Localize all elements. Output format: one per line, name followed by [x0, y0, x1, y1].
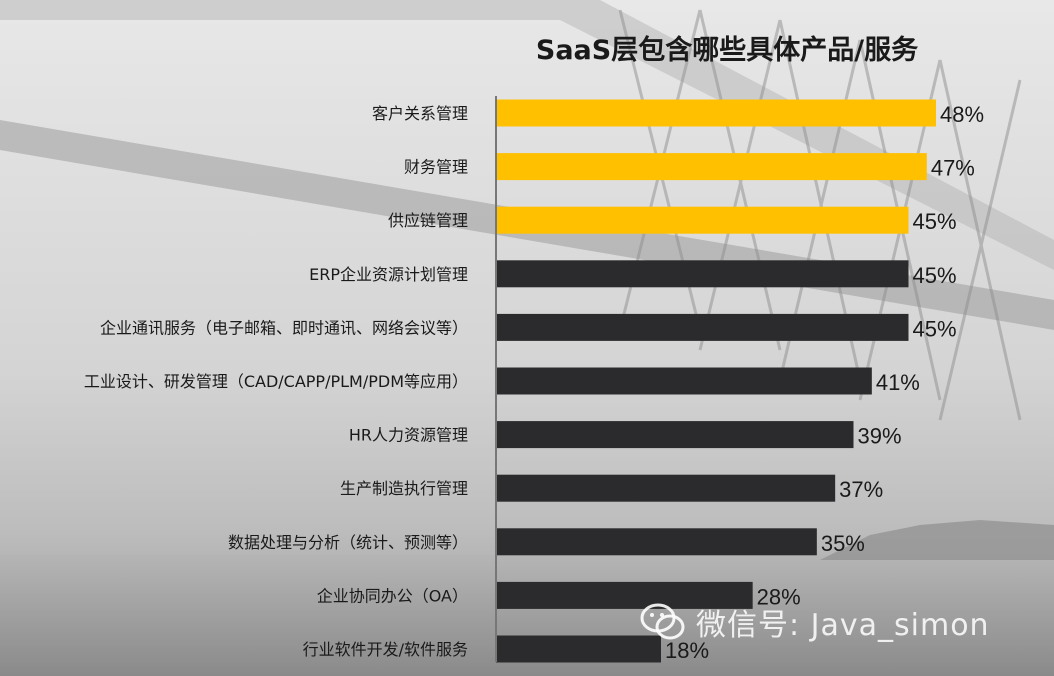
bar-1 [496, 153, 927, 181]
bar-6 [496, 421, 854, 449]
value-label-5: 41% [876, 370, 920, 395]
value-label-7: 37% [839, 477, 883, 502]
value-label-1: 47% [931, 156, 975, 181]
category-label-1: 财务管理 [404, 158, 468, 177]
category-label-5: 工业设计、研发管理（CAD/CAPP/PLM/PDM等应用） [84, 372, 468, 391]
category-label-6: HR人力资源管理 [349, 426, 468, 445]
value-label-10: 18% [665, 638, 709, 663]
bar-4 [496, 313, 909, 341]
category-label-10: 行业软件开发/软件服务 [303, 640, 468, 659]
watermark-text: 微信号: Java_simon [696, 608, 990, 643]
watermark: 微信号: Java_simon [640, 600, 990, 644]
category-label-4: 企业通讯服务（电子邮箱、即时通讯、网络会议等） [100, 318, 468, 337]
bar-7 [496, 474, 836, 502]
value-label-9: 28% [757, 584, 801, 609]
bar-3 [496, 260, 909, 288]
bar-10 [496, 635, 661, 663]
category-label-7: 生产制造执行管理 [340, 479, 468, 498]
value-label-2: 45% [913, 209, 957, 234]
wechat-icon [640, 603, 685, 640]
category-label-9: 企业协同办公（OA） [317, 586, 468, 605]
chart-title: SaaS层包含哪些具体产品/服务 [535, 35, 919, 66]
value-label-0: 48% [940, 102, 984, 127]
value-label-4: 45% [913, 316, 957, 341]
category-label-0: 客户关系管理 [372, 104, 468, 123]
bar-5 [496, 367, 872, 395]
category-label-3: ERP企业资源计划管理 [309, 265, 468, 284]
category-label-2: 供应链管理 [388, 211, 468, 230]
bar-0 [496, 99, 936, 127]
category-label-8: 数据处理与分析（统计、预测等） [228, 533, 468, 552]
bar-2 [496, 206, 909, 234]
value-label-8: 35% [821, 531, 865, 556]
value-label-3: 45% [913, 263, 957, 288]
value-label-6: 39% [858, 424, 902, 449]
bars-group: 客户关系管理 48% 财务管理 47% 供应链管理 45% ERP企业资源计划管理 45% 企业… [84, 99, 984, 663]
bar-8 [496, 528, 817, 556]
bar-9 [496, 581, 753, 609]
